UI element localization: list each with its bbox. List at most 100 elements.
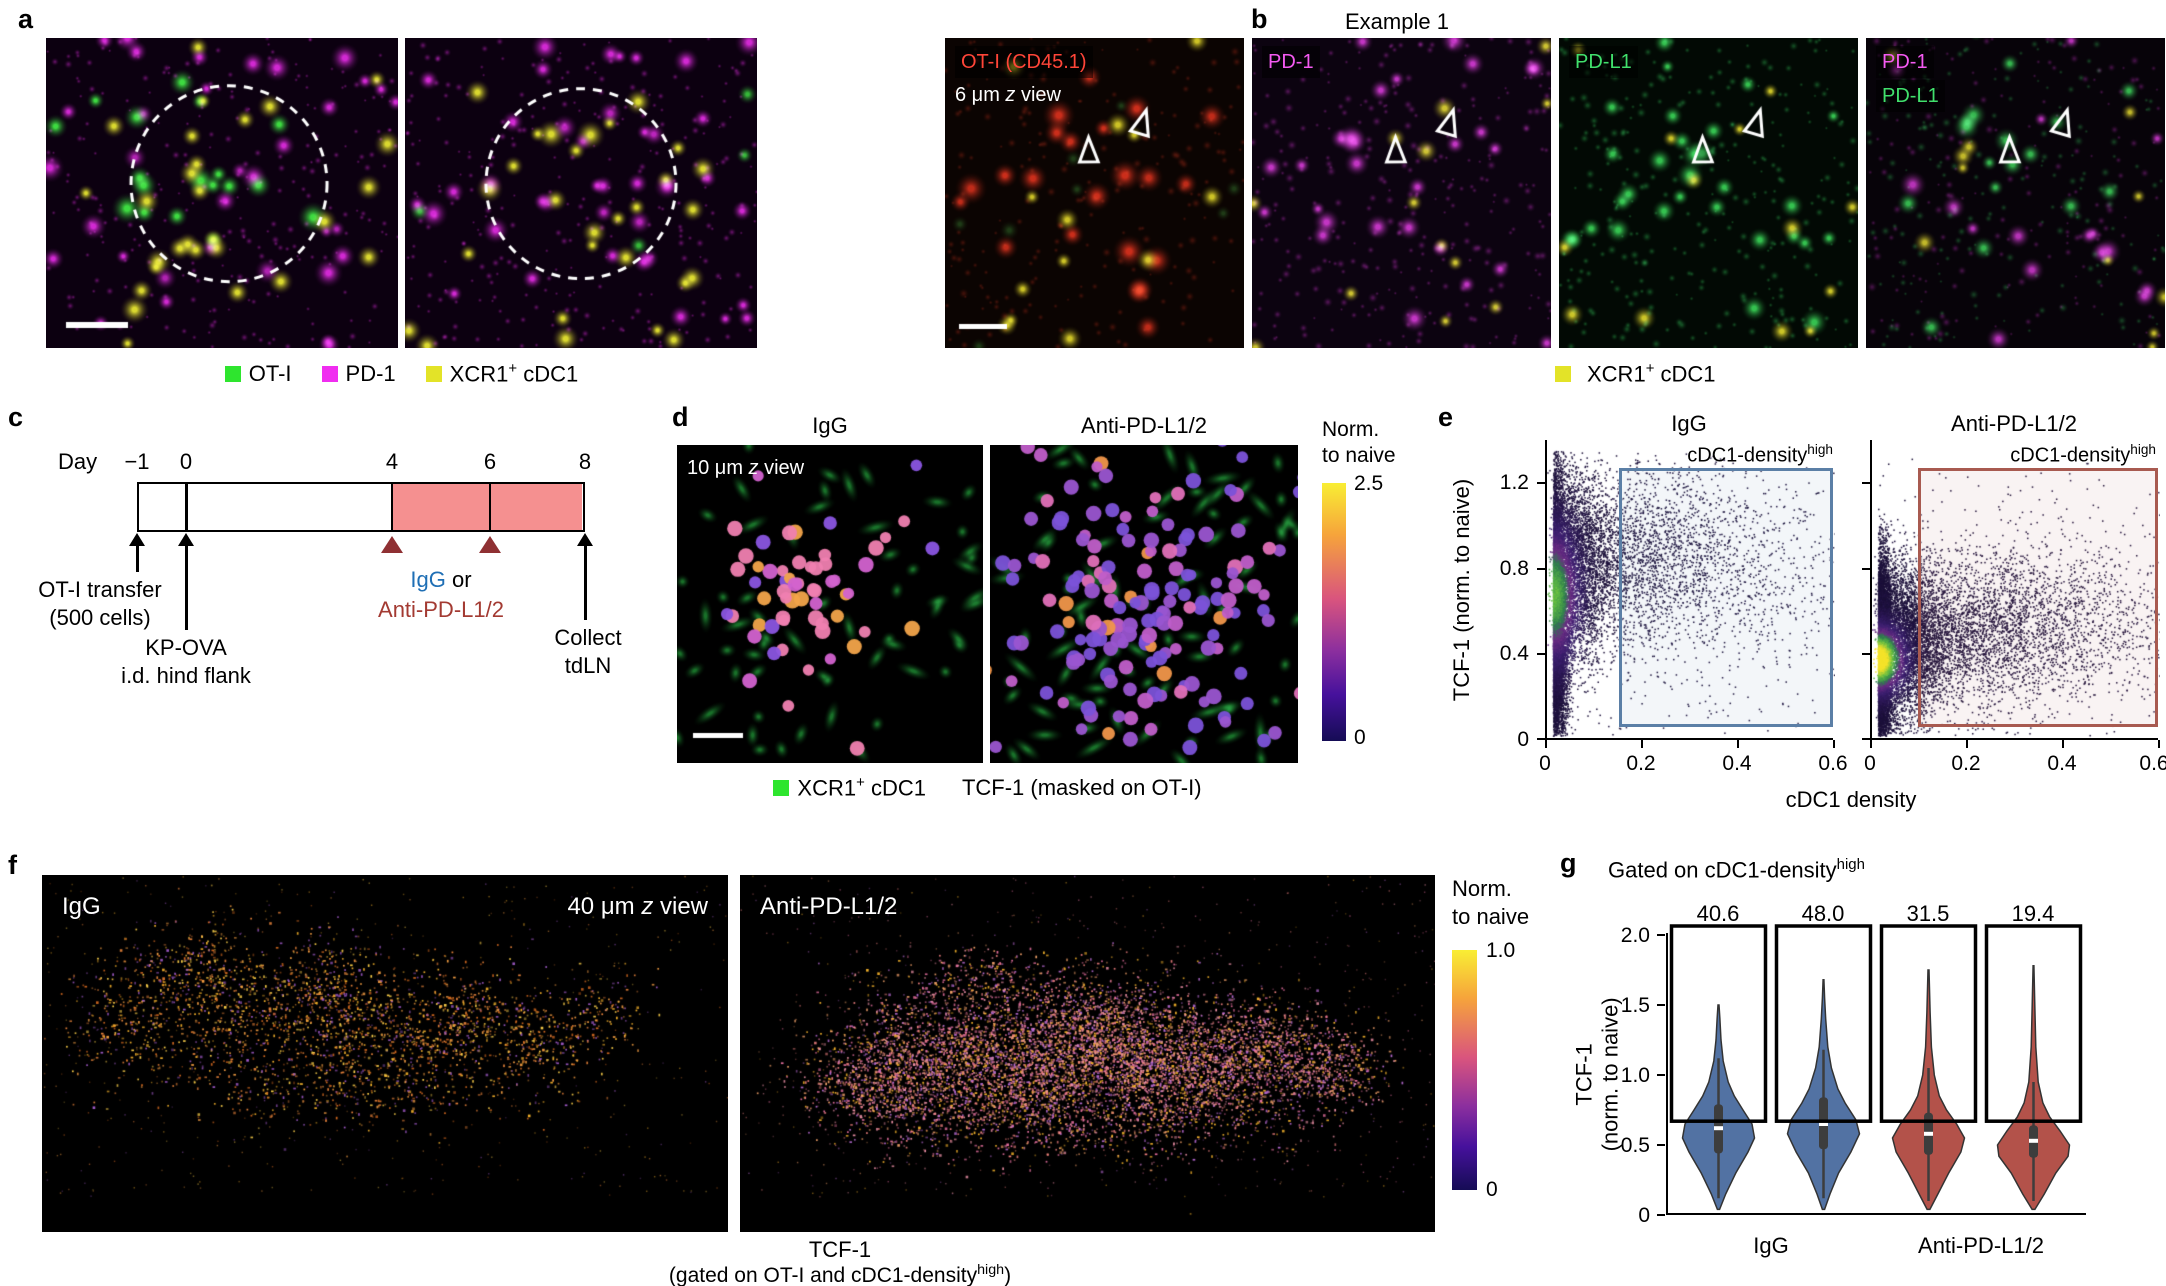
colorbar-f-min: 0 xyxy=(1486,1178,1498,1201)
panel-c-label: c xyxy=(8,402,24,432)
panel-d-microscopy-anti xyxy=(990,445,1298,763)
event-kpova-line2: i.d. hind flank xyxy=(121,663,251,688)
scatter-igg-axes xyxy=(1545,440,1835,740)
panel-b-image-2: PD-1 xyxy=(1252,38,1551,348)
panel-e-label: e xyxy=(1438,402,1454,432)
panel-f-anti-label: Anti-PD-L1/2 xyxy=(760,893,898,920)
timeline-axis-label: Day xyxy=(58,449,98,474)
event-kpova-line1: KP-OVA xyxy=(145,635,227,660)
panel-b-image-3: PD-L1 xyxy=(1559,38,1858,348)
xcr1-swatch xyxy=(425,365,442,382)
colorbar-d-title-1: Norm. xyxy=(1322,418,1380,441)
panel-f-image-igg: IgG 40 μm z view xyxy=(42,875,728,1232)
panel-d-label: d xyxy=(672,402,689,432)
panel-b-microscopy-oti xyxy=(945,38,1244,348)
treatment-arrow-day6 xyxy=(479,536,501,553)
panel-a-image-2 xyxy=(405,38,757,348)
panel-b-title: Example 1 xyxy=(1345,9,1449,34)
panel-f-pointcloud-anti xyxy=(740,875,1435,1232)
panel-f-caption-1: TCF-1 xyxy=(808,1237,872,1262)
panel-a-microscopy-2 xyxy=(405,38,757,348)
panel-b-image-1: OT-I (CD45.1) 6 μm z view xyxy=(945,38,1244,348)
violin-axes xyxy=(1666,933,2086,1215)
violin-ytick-0p5: 0.5 xyxy=(1620,1134,1650,1157)
ytick-1p2: 1.2 xyxy=(1499,471,1529,494)
channel-label-oti-cd451: OT-I (CD45.1) xyxy=(955,46,1093,78)
gate-label-anti: cDC1-densityhigh xyxy=(2010,442,2156,467)
panel-a-image-1 xyxy=(46,38,398,348)
panel-b-image-4: PD-1 PD-L1 xyxy=(1866,38,2165,348)
timeline-tick-8: 8 xyxy=(578,449,592,474)
panel-d-title-igg: IgG xyxy=(812,413,848,438)
ytick-0p4: 0.4 xyxy=(1499,642,1529,665)
legend-item-oti: OT-I xyxy=(224,360,292,387)
z-view-label-d: 10 μm z view xyxy=(687,457,805,479)
timeline-tick-minus1: −1 xyxy=(124,449,150,474)
violin-svg xyxy=(1669,924,2083,1211)
panel-d-legend: XCR1+ cDC1 TCF-1 (masked on OT-I) xyxy=(677,774,1298,801)
channel-label-pd1-merge: PD-1 xyxy=(1876,46,1934,78)
event-collect-line2: tdLN xyxy=(564,653,612,678)
panel-b-legend: XCR1+ cDC1 xyxy=(1555,360,1716,387)
colorbar-f-title-1: Norm. xyxy=(1452,876,1512,901)
colorbar-d-max: 2.5 xyxy=(1354,472,1384,495)
scatter-igg-points xyxy=(1547,440,1835,740)
panel-f-pointcloud-igg xyxy=(42,875,728,1232)
violin-group-label-anti: Anti-PD-L1/2 xyxy=(1918,1233,2044,1258)
timeline-bar xyxy=(137,482,585,532)
event-arrow-oti-transfer xyxy=(129,533,145,546)
colorbar-f xyxy=(1452,950,1477,1190)
treatment-text-line2: Anti-PD-L1/2 xyxy=(378,597,504,622)
colorbar-d-min: 0 xyxy=(1354,726,1366,749)
panel-d-microscopy-igg xyxy=(677,445,983,763)
pd1-label: PD-1 xyxy=(345,360,396,386)
panel-d-image-anti xyxy=(990,445,1298,763)
violin-title: Gated on cDC1-densityhigh xyxy=(1608,856,1865,883)
legend-item-xcr1: XCR1+ cDC1 xyxy=(425,360,579,387)
xcr1-label: XCR1+ cDC1 xyxy=(449,360,579,387)
channel-label-pdl1-merge: PD-L1 xyxy=(1876,80,1945,112)
panel-a-microscopy-1 xyxy=(46,38,398,348)
panel-d-title-anti: Anti-PD-L1/2 xyxy=(1081,413,1207,438)
panel-f-igg-label: IgG xyxy=(62,893,101,920)
xcr1-label-b: XCR1+ cDC1 xyxy=(1587,360,1716,387)
event-arrow-collect-stem xyxy=(583,545,587,620)
violin-ylabel: TCF-1 (norm. to naive) xyxy=(1571,997,1623,1152)
pd1-swatch xyxy=(321,365,338,382)
z-view-label-b: 6 μm z view xyxy=(955,84,1061,106)
colorbar-d-title-2: to naive xyxy=(1322,444,1396,467)
channel-label-pd1: PD-1 xyxy=(1262,46,1320,78)
scatter-xlabel: cDC1 density xyxy=(1785,787,1917,812)
legend-item-xcr1-d: XCR1+ cDC1 xyxy=(773,774,926,801)
event-arrow-kpova xyxy=(178,533,194,546)
violin-pct-2: 48.0 xyxy=(1801,901,1845,926)
scatter-ylabel: TCF-1 (norm. to naive) xyxy=(1449,478,1474,702)
panel-f-caption-2: (gated on OT-I and cDC1-densityhigh) xyxy=(668,1262,1012,1286)
panel-f-image-anti: Anti-PD-L1/2 xyxy=(740,875,1435,1232)
event-arrow-collect xyxy=(577,533,593,546)
panel-f-label: f xyxy=(8,850,17,880)
xcr1-swatch-b xyxy=(1555,365,1571,382)
event-oti-transfer-line2: (500 cells) xyxy=(49,605,151,630)
legend-item-pd1: PD-1 xyxy=(321,360,396,387)
event-oti-transfer-line1: OT-I transfer xyxy=(38,577,162,602)
oti-swatch xyxy=(224,365,241,382)
panel-d-image-igg: 10 μm z view xyxy=(677,445,983,763)
panel-b-microscopy-pdl1 xyxy=(1559,38,1858,348)
gate-label-igg: cDC1-densityhigh xyxy=(1687,442,1833,467)
event-arrow-oti-transfer-stem xyxy=(135,545,139,572)
violin-pct-1: 40.6 xyxy=(1696,901,1740,926)
timeline-tick-0: 0 xyxy=(179,449,193,474)
timeline-treatment-window xyxy=(391,484,582,530)
scatter-anti-title: Anti-PD-L1/2 xyxy=(1951,411,2077,436)
event-arrow-kpova-stem xyxy=(184,545,188,630)
timeline-day0-divider xyxy=(185,484,188,530)
event-collect-line1: Collect xyxy=(554,625,622,650)
panel-a-legend: OT-I PD-1 XCR1+ cDC1 xyxy=(46,360,757,387)
timeline-tick-6: 6 xyxy=(483,449,497,474)
oti-label: OT-I xyxy=(248,360,292,386)
ytick-0p8: 0.8 xyxy=(1499,557,1529,580)
colorbar-f-title-2: to naive xyxy=(1452,904,1530,929)
ytick-0: 0 xyxy=(1517,728,1529,751)
